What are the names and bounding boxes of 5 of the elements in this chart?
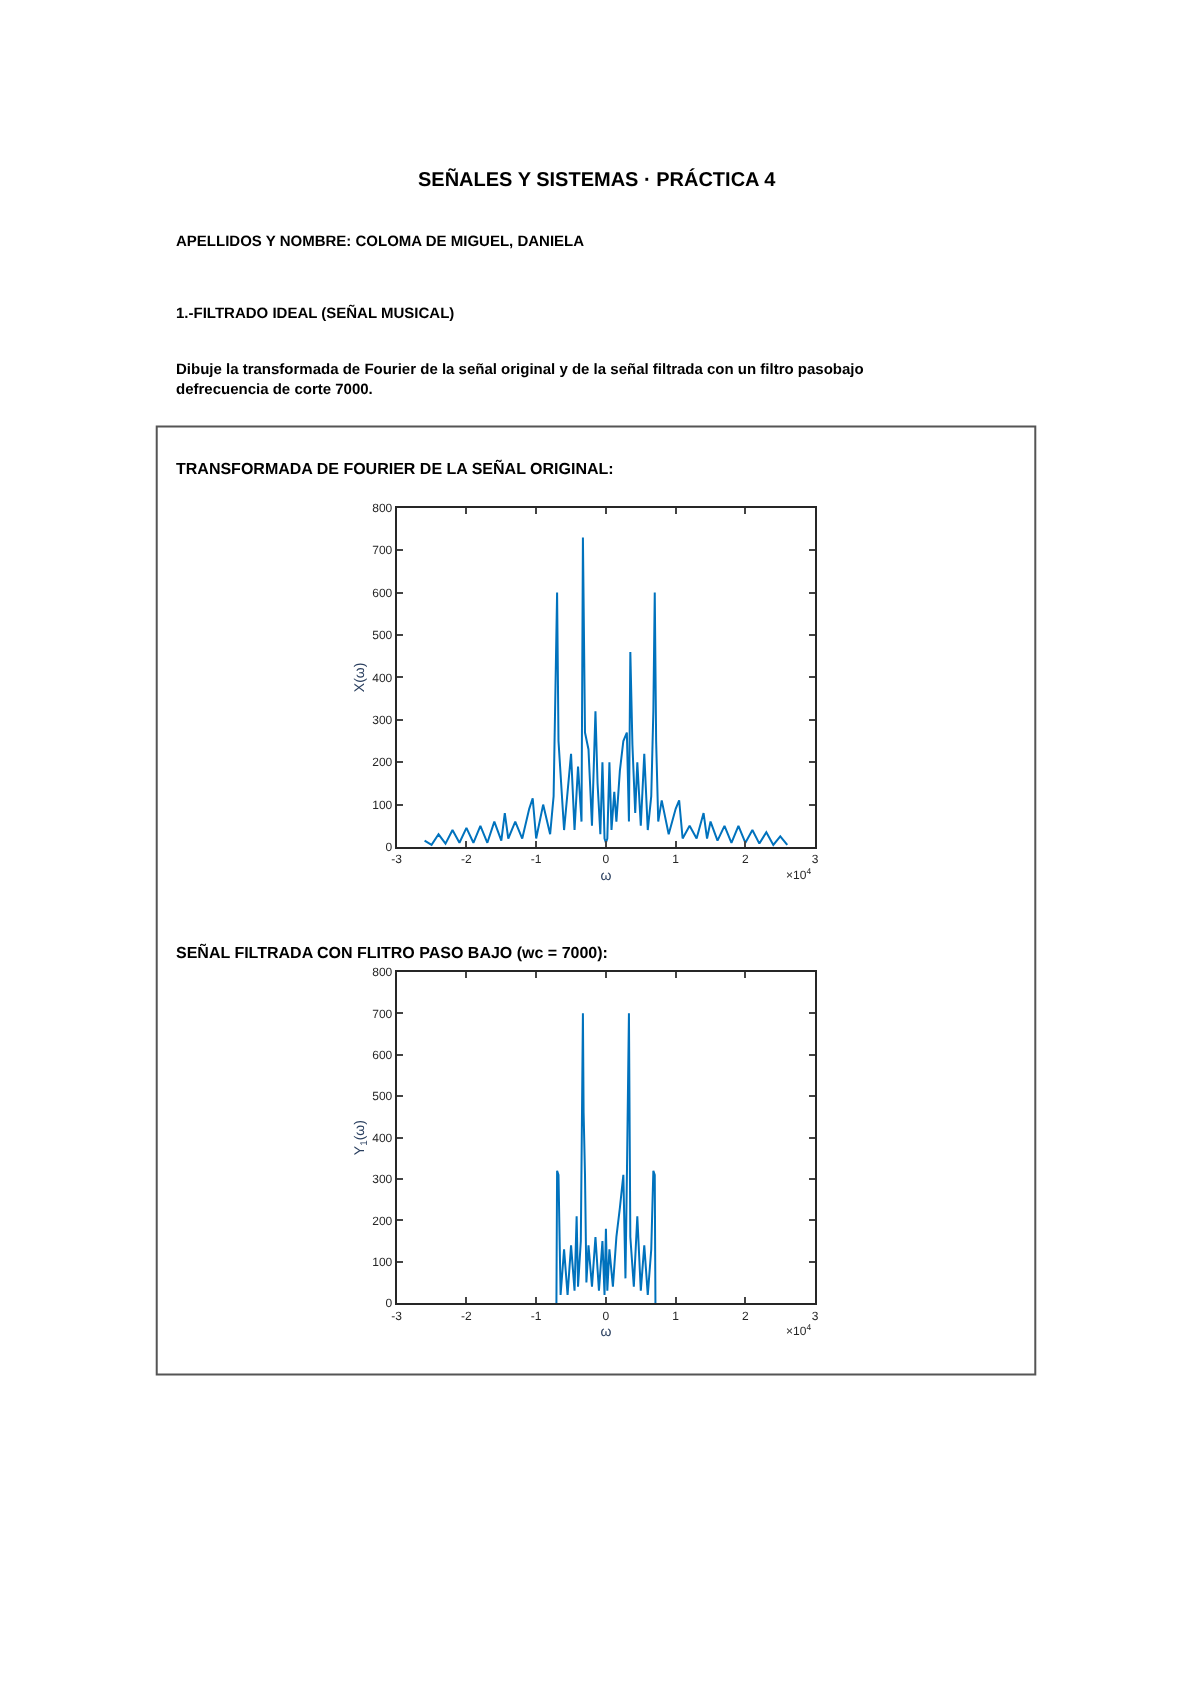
- line-series: [555, 1012, 657, 1304]
- text: SEÑALES Y SISTEMAS · PRÁCTICA 4: [418, 168, 777, 192]
- chart-title: SEÑAL FILTRADA CON FLITRO PASO BAJO (wc = 7000):: [176, 942, 608, 962]
- line-series: [423, 536, 789, 846]
- chart-title: TRANSFORMADA DE FOURIER DE LA SEÑAL ORIGINAL:: [176, 458, 614, 478]
